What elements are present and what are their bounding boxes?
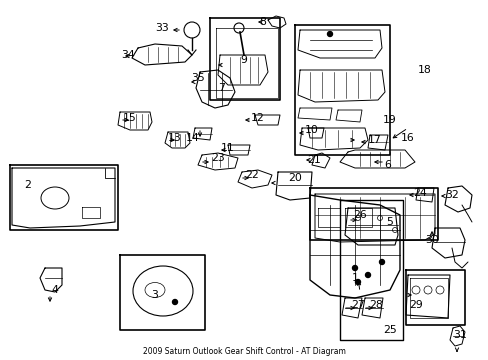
Text: 29: 29 <box>408 300 422 310</box>
Text: 18: 18 <box>417 65 431 75</box>
Circle shape <box>172 300 177 305</box>
Text: 19: 19 <box>382 115 396 125</box>
Text: 27: 27 <box>350 300 364 310</box>
Text: 24: 24 <box>412 188 426 198</box>
Text: 4: 4 <box>51 285 59 295</box>
Text: 6: 6 <box>384 160 390 170</box>
Text: 25: 25 <box>382 325 396 335</box>
Text: 22: 22 <box>244 170 258 180</box>
Circle shape <box>365 273 370 278</box>
Text: 26: 26 <box>352 210 366 220</box>
Circle shape <box>327 31 332 36</box>
Text: 28: 28 <box>368 300 382 310</box>
Text: 11: 11 <box>221 143 234 153</box>
Text: 12: 12 <box>251 113 264 123</box>
Text: 30: 30 <box>424 235 438 245</box>
Text: 9: 9 <box>240 55 247 65</box>
Text: 35: 35 <box>191 73 204 83</box>
Text: 3: 3 <box>151 290 158 300</box>
Text: 14: 14 <box>186 133 200 143</box>
Text: 1: 1 <box>351 273 358 283</box>
Text: 15: 15 <box>123 113 137 123</box>
Text: 34: 34 <box>121 50 135 60</box>
Text: 8: 8 <box>259 17 266 27</box>
Text: 23: 23 <box>211 153 224 163</box>
Circle shape <box>352 266 357 270</box>
Text: 32: 32 <box>444 190 458 200</box>
Text: 21: 21 <box>306 155 320 165</box>
Text: 31: 31 <box>452 330 466 340</box>
Text: 16: 16 <box>400 133 414 143</box>
Text: 7: 7 <box>218 83 225 93</box>
Circle shape <box>355 279 360 284</box>
Text: 2: 2 <box>24 180 31 190</box>
Text: 2009 Saturn Outlook Gear Shift Control - AT Diagram: 2009 Saturn Outlook Gear Shift Control -… <box>143 347 345 356</box>
Text: 33: 33 <box>155 23 168 33</box>
Text: 20: 20 <box>287 173 301 183</box>
Text: 17: 17 <box>367 135 381 145</box>
Text: 13: 13 <box>168 133 182 143</box>
Circle shape <box>379 260 384 265</box>
Text: 5: 5 <box>386 217 393 227</box>
Text: 10: 10 <box>305 125 318 135</box>
